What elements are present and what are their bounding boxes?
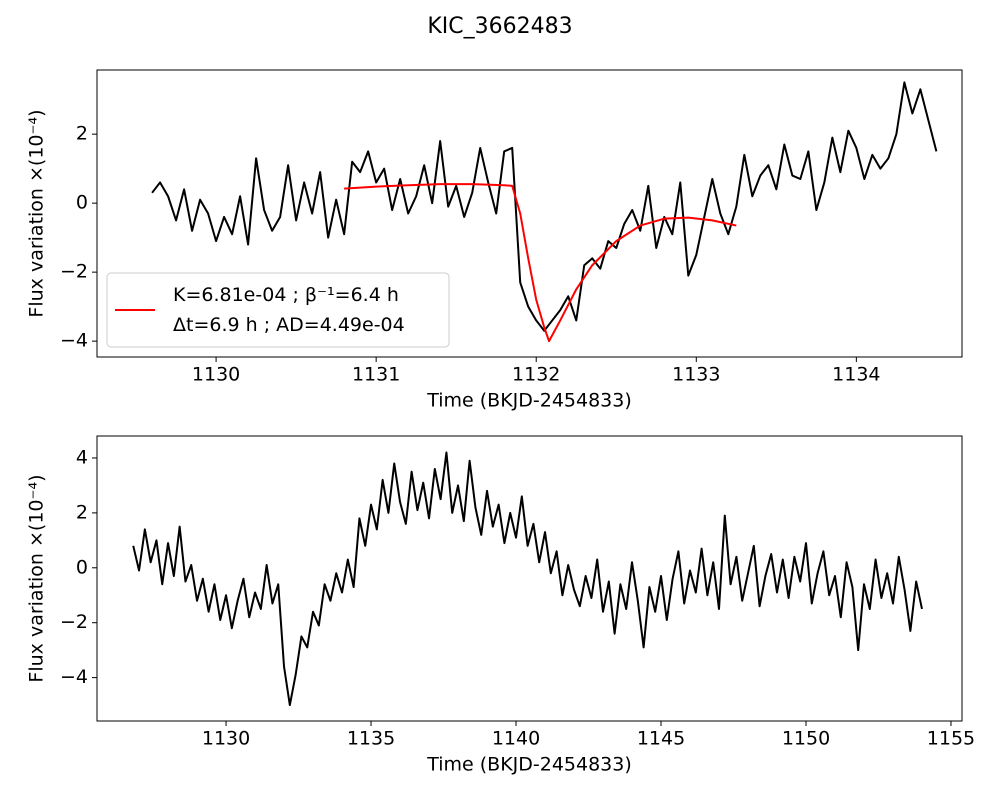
legend-box	[106, 272, 450, 348]
x-tick-label: 1133	[672, 364, 720, 386]
plot-area	[97, 436, 962, 721]
y-axis-label: Flux variation ×(10⁻⁴)	[26, 109, 48, 317]
y-axis-label: Flux variation ×(10⁻⁴)	[26, 474, 48, 682]
data-line	[151, 81, 938, 332]
x-tick-label: 1140	[492, 728, 540, 750]
x-tick-label: 1132	[512, 364, 560, 386]
plot-frame	[96, 69, 963, 358]
x-tick-label: 1131	[352, 364, 400, 386]
x-tick-label: 1150	[782, 728, 830, 750]
figure-title: KIC_3662483	[427, 14, 572, 39]
x-axis-label: Time (BKJD-2454833)	[426, 754, 632, 776]
x-tick-label: 1130	[202, 728, 250, 750]
x-tick-label: 1130	[192, 364, 240, 386]
y-tick-label: 0	[76, 192, 88, 214]
plot-frame	[96, 435, 963, 722]
y-tick-label: −2	[60, 261, 88, 283]
data-line	[132, 451, 923, 707]
y-tick-label: −4	[60, 666, 88, 688]
x-tick-label: 1135	[347, 728, 395, 750]
y-tick-label: 0	[76, 556, 88, 578]
y-tick-label: 2	[76, 501, 88, 523]
x-tick-label: 1155	[927, 728, 975, 750]
y-tick-label: −4	[60, 330, 88, 352]
data-line	[344, 183, 737, 343]
x-tick-label: 1134	[832, 364, 880, 386]
x-axis-label: Time (BKJD-2454833)	[426, 390, 632, 412]
y-tick-label: −2	[60, 611, 88, 633]
legend-label: K=6.81e-04 ; β⁻¹=6.4 h Δt=6.9 h ; AD=4.4…	[173, 284, 405, 336]
y-tick-label: 4	[76, 446, 88, 468]
y-tick-label: 2	[76, 123, 88, 145]
x-tick-label: 1145	[637, 728, 685, 750]
